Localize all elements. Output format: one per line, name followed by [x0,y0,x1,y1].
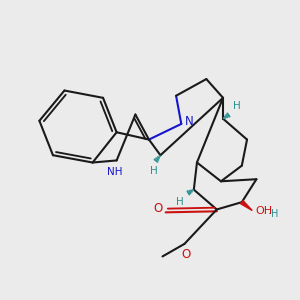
Text: ·H: ·H [268,209,278,219]
Text: N: N [185,115,194,128]
Text: O: O [153,202,162,215]
Text: H: H [176,197,184,207]
Text: H: H [233,101,241,111]
Polygon shape [241,201,252,211]
Text: NH: NH [106,167,122,178]
Text: OH: OH [255,206,272,215]
Text: H: H [149,167,157,176]
Text: O: O [181,248,190,261]
